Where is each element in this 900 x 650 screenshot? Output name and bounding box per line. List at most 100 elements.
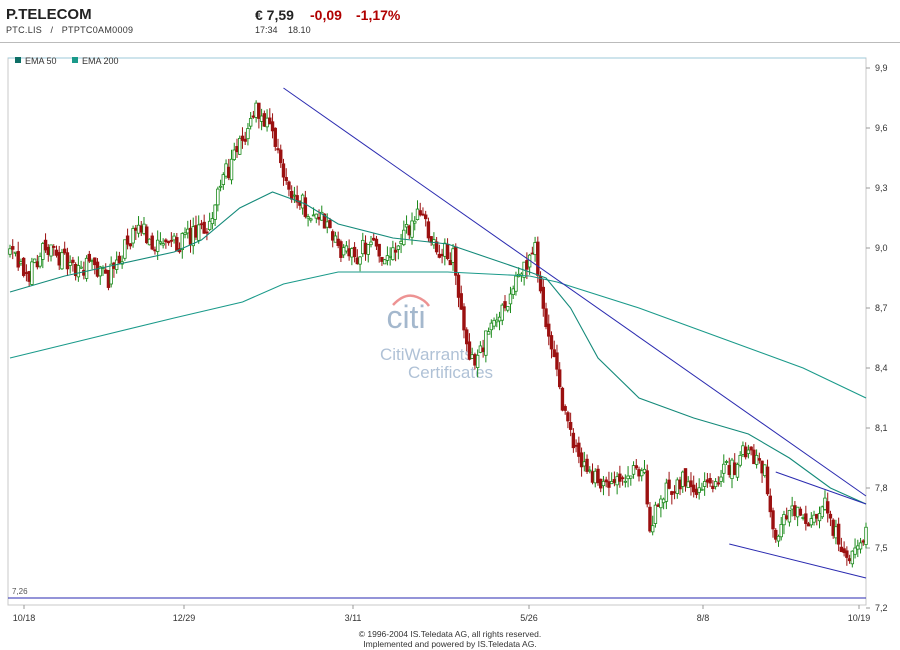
candle-body xyxy=(207,220,212,230)
candle-body xyxy=(123,239,127,259)
candle-body xyxy=(686,481,690,488)
candle-body xyxy=(596,468,600,484)
candle-body xyxy=(784,515,789,520)
candle-body xyxy=(746,449,751,454)
candle-body xyxy=(347,248,351,257)
candle-body xyxy=(331,231,335,241)
candle-body xyxy=(760,460,764,474)
candle-body xyxy=(697,487,701,493)
candle-body xyxy=(104,269,108,274)
candle-body xyxy=(82,269,86,276)
candle-body xyxy=(235,146,239,153)
candle-body xyxy=(618,473,622,482)
watermark-line1: CitiWarrants xyxy=(380,345,473,364)
candle-body xyxy=(142,223,146,234)
candle-body xyxy=(445,243,450,260)
candle-body xyxy=(656,504,660,507)
candle-body xyxy=(579,452,584,468)
candle-body xyxy=(533,242,537,256)
trendline-2 xyxy=(775,471,867,505)
candle-body xyxy=(49,244,53,257)
candle-body xyxy=(125,235,130,245)
candle-body xyxy=(423,214,428,220)
candle-body xyxy=(300,194,305,209)
candle-body xyxy=(634,465,638,469)
candle-body xyxy=(396,245,401,250)
y-tick-label: 7,5 xyxy=(875,543,888,553)
candle-body xyxy=(530,252,535,255)
candle-body xyxy=(820,506,824,518)
candle-body xyxy=(355,257,360,265)
candle-body xyxy=(440,253,444,257)
candle-body xyxy=(158,241,163,244)
candle-body xyxy=(259,115,264,122)
candle-body xyxy=(164,239,168,243)
candle-body xyxy=(588,469,592,472)
candle-body xyxy=(754,454,759,465)
y-tick-label: 8,1 xyxy=(875,423,888,433)
candle-body xyxy=(150,235,154,250)
candle-body xyxy=(765,466,770,495)
candle-body xyxy=(481,347,485,353)
ticker: PTC.LIS xyxy=(6,25,43,35)
candle-body xyxy=(675,479,679,494)
candle-body xyxy=(309,218,313,221)
candle-body xyxy=(199,223,204,226)
candle-body xyxy=(216,188,220,206)
candle-body xyxy=(410,220,414,238)
candle-body xyxy=(629,475,633,479)
y-tick-label: 7,8 xyxy=(875,483,888,493)
candle-body xyxy=(186,228,190,234)
candle-body xyxy=(404,223,409,228)
candle-body xyxy=(172,235,176,241)
candle-body xyxy=(166,241,171,244)
candle-body xyxy=(227,166,231,179)
candle-body xyxy=(771,510,775,530)
candle-body xyxy=(590,471,595,483)
candle-body xyxy=(547,323,551,337)
candle-body xyxy=(8,248,12,255)
candle-body xyxy=(801,517,805,519)
y-tick-label: 8,7 xyxy=(875,303,888,313)
x-tick-label: 5/26 xyxy=(520,613,538,623)
candle-body xyxy=(470,354,474,359)
candle-body xyxy=(24,272,29,275)
candle-body xyxy=(21,257,26,276)
candle-body xyxy=(689,480,693,488)
candle-body xyxy=(19,261,23,265)
candle-body xyxy=(57,252,61,266)
candle-body xyxy=(503,301,507,309)
candle-body xyxy=(749,446,753,451)
y-axis: 9,9 9,6 9,3 9,0 8,7 8,4 8,1 7,8 7,5 7,2 xyxy=(866,63,888,613)
candle-body xyxy=(281,163,286,178)
candle-body xyxy=(289,190,294,200)
candle-body xyxy=(380,256,384,262)
candle-body xyxy=(366,244,370,255)
candle-body xyxy=(653,504,658,524)
candle-body xyxy=(16,251,20,268)
candle-body xyxy=(462,306,466,331)
candle-body xyxy=(336,238,340,246)
candle-body xyxy=(497,316,502,322)
y-tick-label: 9,6 xyxy=(875,123,888,133)
candle-body xyxy=(568,421,573,430)
candle-body xyxy=(500,304,504,321)
candle-body xyxy=(793,505,797,517)
candle-body xyxy=(54,249,59,256)
last-price: € 7,59 xyxy=(255,7,294,23)
candle-body xyxy=(733,462,737,475)
candle-body xyxy=(128,243,133,247)
candle-body xyxy=(593,470,597,484)
candle-body xyxy=(229,158,234,181)
candle-body xyxy=(418,210,422,216)
citi-logo-arc xyxy=(392,294,431,307)
candle-body xyxy=(205,231,209,234)
candle-body xyxy=(692,484,696,493)
candle-body xyxy=(795,506,800,518)
candle-body xyxy=(284,177,288,182)
ema50-line xyxy=(9,191,867,505)
candle-body xyxy=(11,246,15,250)
price-chart: EMA 50 EMA 200 citi CitiWarrantsCertificate… xyxy=(7,56,888,623)
candle-body xyxy=(169,239,174,242)
